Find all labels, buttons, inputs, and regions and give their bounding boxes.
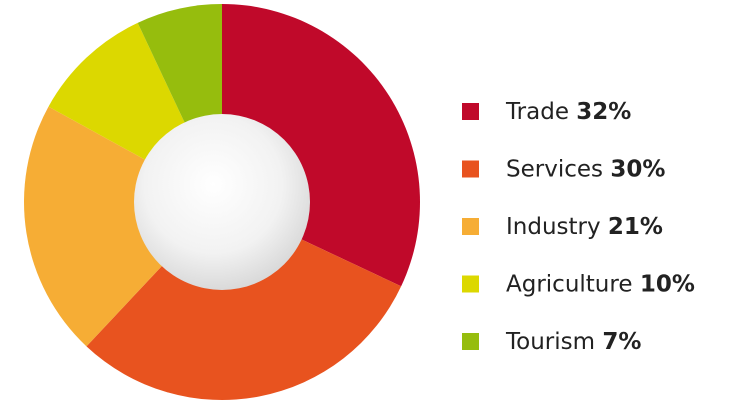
legend-label: Industry 21% — [506, 214, 663, 240]
legend-value: 10% — [640, 271, 695, 297]
legend-value: 21% — [608, 214, 663, 240]
legend-name: Tourism — [505, 329, 595, 355]
legend-name: Industry — [506, 214, 601, 240]
legend-label: Services 30% — [506, 156, 665, 182]
legend: Trade 32% Services 30% Industry 21% Agricul… — [462, 99, 695, 355]
legend-label: Trade 32% — [505, 99, 631, 125]
legend-label: Agriculture 10% — [506, 271, 695, 297]
slice — [86, 202, 402, 400]
donut-hole — [134, 114, 310, 290]
legend-label: Tourism 7% — [505, 329, 641, 355]
legend-name: Services — [506, 156, 603, 182]
legend-name: Trade — [505, 99, 569, 125]
legend-value: 7% — [602, 329, 641, 355]
legend-swatch — [462, 218, 479, 235]
legend-swatch — [462, 160, 479, 178]
legend-swatch — [462, 333, 479, 350]
legend-name: Agriculture — [506, 271, 633, 297]
legend-value: 30% — [610, 156, 665, 182]
legend-swatch — [462, 275, 479, 293]
legend-value: 32% — [576, 99, 631, 125]
slice — [23, 106, 222, 347]
legend-swatch — [462, 103, 479, 120]
